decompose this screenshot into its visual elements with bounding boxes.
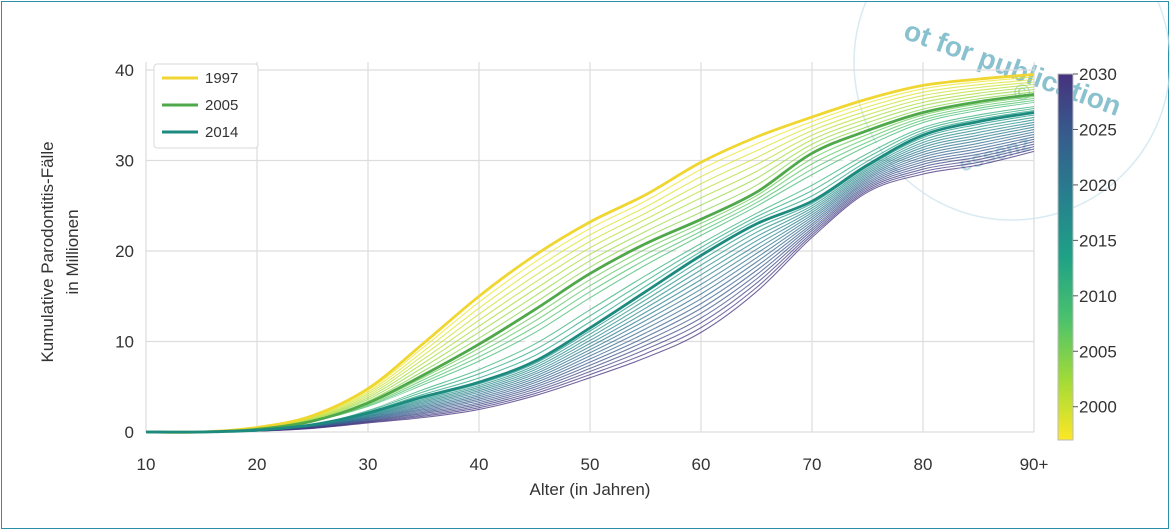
- x-axis: 10 20 30 40 50 60 70 80 90+: [137, 455, 1049, 474]
- x-tick-label: 50: [581, 455, 600, 474]
- series-line-2005: [145, 93, 1035, 434]
- highlighted-curves: [145, 73, 1035, 434]
- colorbar-tick-label: 2005: [1079, 342, 1117, 361]
- y-tick-label: 30: [115, 152, 134, 171]
- y-axis-label-line1: Kumulative Parodontitis-Fälle: [38, 141, 57, 362]
- series-line-2014: [145, 111, 1035, 434]
- x-tick-label: 60: [692, 455, 711, 474]
- legend-label: 1997: [205, 70, 238, 87]
- x-axis-label: Alter (in Jahren): [530, 480, 651, 499]
- colorbar-tick-label: 2025: [1079, 120, 1117, 139]
- y-tick-label: 10: [115, 333, 134, 352]
- x-tick-label: 20: [248, 455, 267, 474]
- y-tick-label: 40: [115, 61, 134, 80]
- colorbar: 2000 2005 2010 2015 2020 2025 2030: [1057, 65, 1117, 441]
- legend: 1997 2005 2014: [153, 63, 259, 149]
- series-line-1997: [145, 73, 1035, 434]
- x-tick-label: 70: [803, 455, 822, 474]
- projection-curve: [145, 150, 1035, 433]
- watermark-ring: [853, 2, 1170, 221]
- legend-label: 2014: [205, 124, 238, 141]
- x-tick-label: 30: [359, 455, 378, 474]
- y-tick-label: 0: [125, 423, 134, 442]
- y-axis-label-line2: in Millionen: [63, 209, 82, 294]
- legend-box: [153, 63, 259, 149]
- legend-label: 2005: [205, 97, 238, 114]
- grid: [145, 62, 1035, 433]
- colorbar-tick-label: 2030: [1079, 65, 1117, 84]
- watermark-stamp: ot for publication©essenz: [853, 2, 1170, 221]
- colorbar-tick-label: 2020: [1079, 176, 1117, 195]
- x-tick-label: 90+: [1020, 455, 1049, 474]
- x-tick-label: 10: [137, 455, 156, 474]
- x-tick-label: 80: [914, 455, 933, 474]
- colorbar-gradient: [1057, 73, 1074, 441]
- colorbar-tick-label: 2010: [1079, 287, 1117, 306]
- y-axis: 0 10 20 30 40: [115, 61, 134, 442]
- y-tick-label: 20: [115, 242, 134, 261]
- x-tick-label: 40: [470, 455, 489, 474]
- colorbar-tick-label: 2015: [1079, 231, 1117, 250]
- colorbar-tick-label: 2000: [1079, 398, 1117, 417]
